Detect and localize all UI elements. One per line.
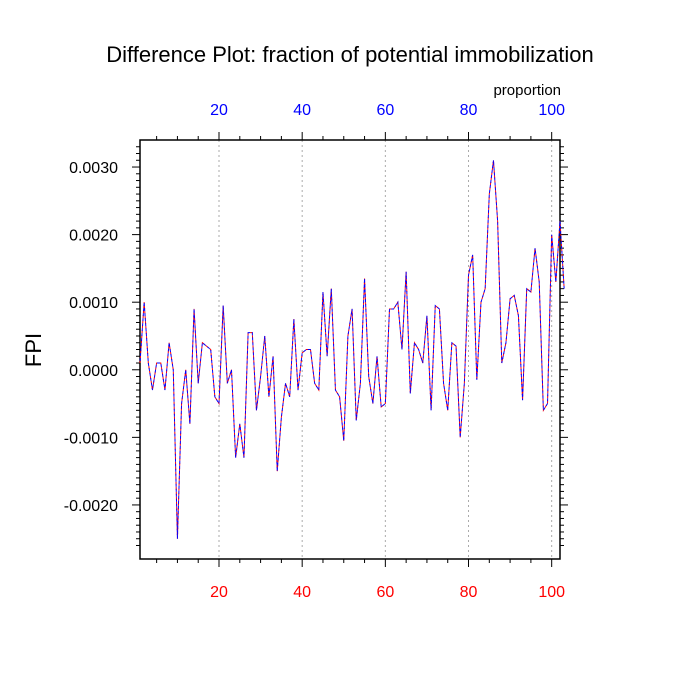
axes (139, 139, 561, 560)
x-tick-label-top-20: 20 (210, 102, 228, 119)
series-line-0-blue (139, 160, 565, 539)
y-tick-label-4: 0.0020 (69, 228, 118, 245)
tick-labels: 20 20 40 40 60 60 80 80 100 100 -0.0020 -0.0010 0.00… (64, 102, 565, 601)
x-tick-label-bottom-20: 20 (210, 584, 228, 601)
y-tick-label-2: 0.0000 (69, 363, 118, 380)
y-tick-label-1: -0.0010 (64, 430, 118, 447)
series-layer (139, 160, 565, 539)
series-line-0-red (139, 160, 565, 539)
chart-title: Difference Plot: fraction of potential i… (106, 42, 594, 67)
x-tick-label-top-60: 60 (376, 102, 394, 119)
x-tick-label-bottom-60: 60 (376, 584, 394, 601)
plot-frame (139, 139, 561, 560)
x-tick-label-top-40: 40 (293, 102, 311, 119)
ticks (132, 132, 568, 567)
x-tick-label-bottom-80: 80 (460, 584, 478, 601)
top-axis-label: proportion (493, 82, 561, 99)
x-tick-label-bottom-40: 40 (293, 584, 311, 601)
y-axis-label: FPI (21, 333, 46, 367)
x-tick-label-top-80: 80 (460, 102, 478, 119)
y-tick-label-0: -0.0020 (64, 498, 118, 515)
y-tick-label-5: 0.0030 (69, 160, 118, 177)
x-tick-label-bottom-100: 100 (538, 584, 565, 601)
x-tick-label-top-100: 100 (538, 102, 565, 119)
y-tick-label-3: 0.0010 (69, 295, 118, 312)
